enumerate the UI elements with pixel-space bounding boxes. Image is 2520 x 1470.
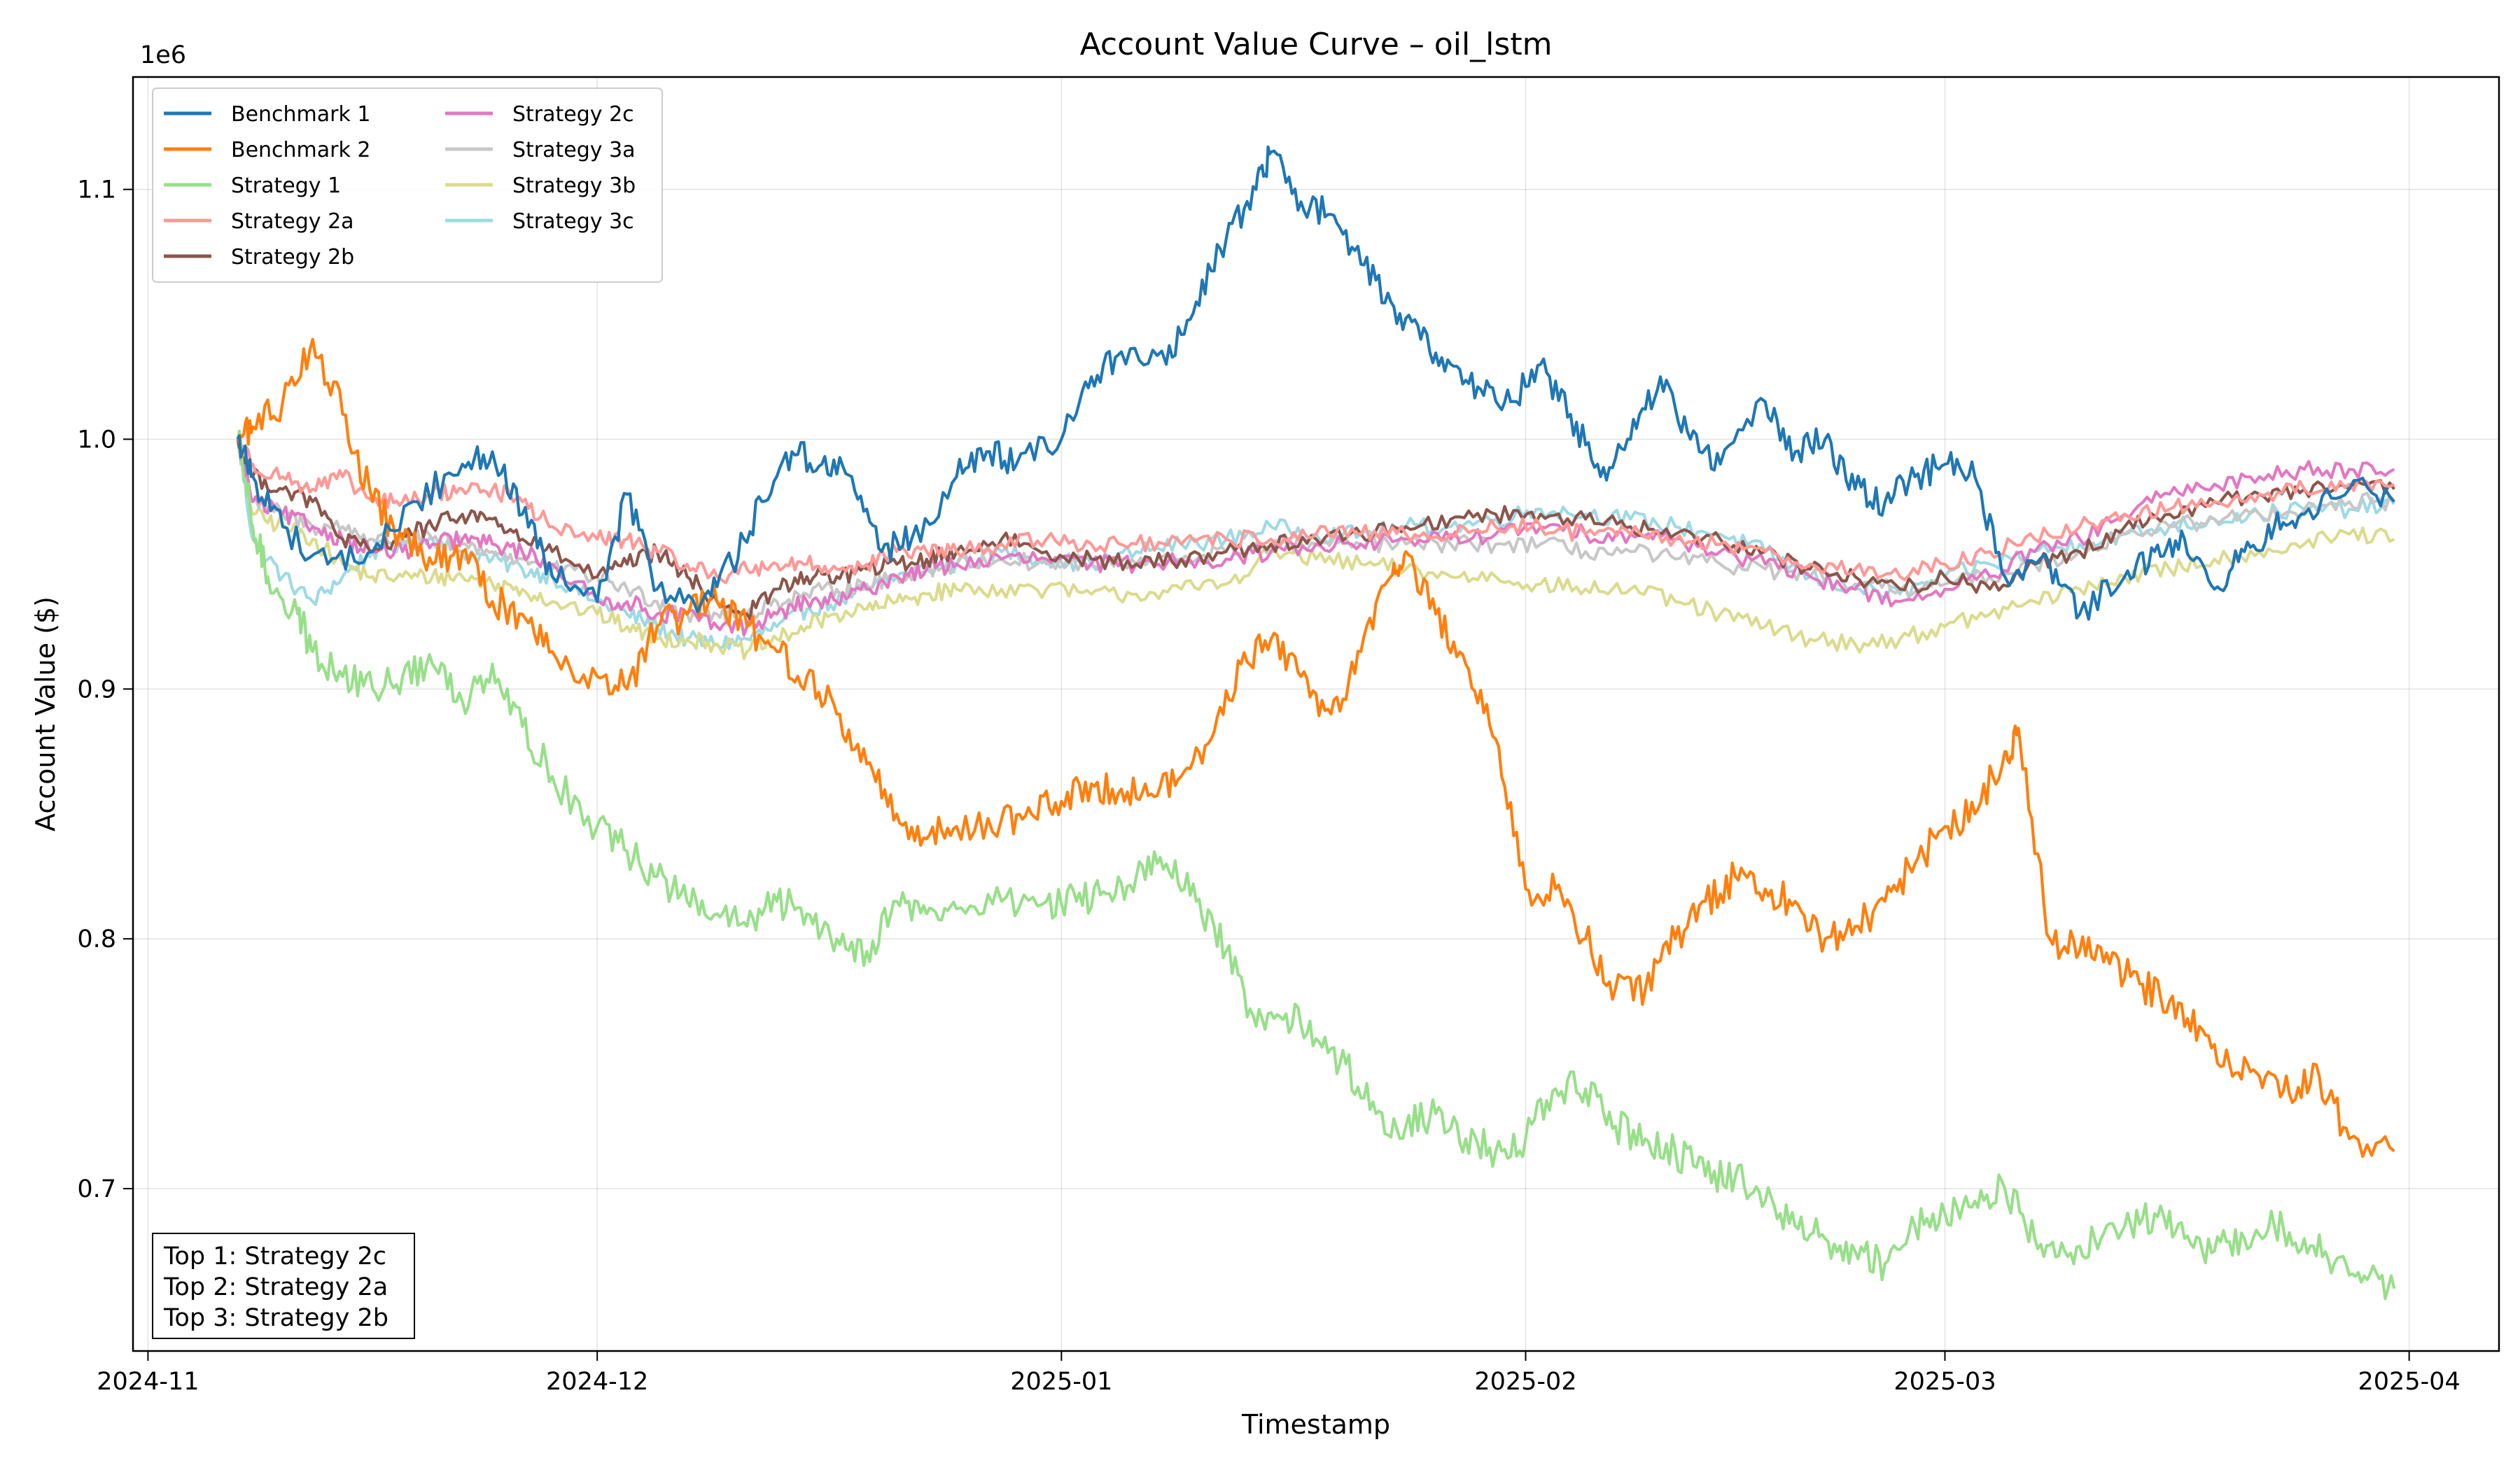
chart-title: Account Value Curve – oil_lstm: [1080, 27, 1553, 62]
legend-label-benchmark-1: Benchmark 1: [231, 102, 371, 127]
x-tick-label: 2025-02: [1474, 1368, 1576, 1396]
top-strategies-line: Top 3: Strategy 2b: [163, 1304, 388, 1332]
y-axis-label: Account Value ($): [30, 596, 61, 832]
series-line-strategy-2b: [236, 439, 2396, 620]
top-strategies-line: Top 1: Strategy 2c: [163, 1242, 386, 1270]
y-axis-ticks: 0.7 0.8 0.9 1.0 1.1: [77, 176, 133, 1203]
series-line-strategy-2a: [237, 438, 2395, 584]
legend: Benchmark 1 Benchmark 2 Strategy 1 Strategy…: [152, 88, 663, 283]
x-tick-label: 2024-11: [97, 1368, 199, 1396]
legend-label-strategy-1: Strategy 1: [231, 174, 341, 198]
x-tick-label: 2025-01: [1010, 1368, 1112, 1396]
x-tick-label: 2024-12: [546, 1368, 648, 1396]
legend-label-benchmark-2: Benchmark 2: [231, 138, 371, 162]
y-tick-label: 1.0: [77, 426, 116, 454]
y-tick-label: 0.8: [77, 925, 116, 953]
x-axis-ticks: 2024-11 2024-12 2025-01 2025-02 2025-03 2025-…: [97, 1351, 2460, 1396]
grid-lines: [133, 77, 2499, 1351]
y-tick-label: 0.9: [77, 676, 116, 704]
y-tick-label: 0.7: [77, 1175, 116, 1203]
x-axis-label: Timestamp: [1241, 1409, 1390, 1440]
series-line-benchmark-2: [236, 337, 2395, 1158]
series-lines: [236, 145, 2396, 1301]
legend-label-strategy-2c: Strategy 2c: [512, 102, 634, 127]
plot-frame: [132, 76, 2500, 1352]
legend-label-strategy-2a: Strategy 2a: [231, 209, 354, 234]
legend-label-strategy-3b: Strategy 3b: [512, 174, 636, 198]
top-strategies-line: Top 2: Strategy 2a: [163, 1273, 388, 1301]
legend-box: [152, 88, 663, 283]
x-tick-label: 2025-04: [2358, 1368, 2460, 1396]
series-line-strategy-1: [236, 429, 2396, 1301]
series-line-strategy-3c: [236, 438, 2395, 650]
top-strategies-note: Top 1: Strategy 2c Top 2: Strategy 2a Top …: [152, 1233, 415, 1339]
top-strategies-box: [152, 1233, 415, 1339]
y-tick-label: 1.1: [77, 176, 116, 204]
legend-label-strategy-3c: Strategy 3c: [512, 209, 634, 234]
x-tick-label: 2025-03: [1893, 1368, 1996, 1396]
series-line-benchmark-1: [236, 145, 2395, 621]
legend-label-strategy-2b: Strategy 2b: [231, 245, 354, 270]
y-axis-multiplier: 1e6: [140, 41, 186, 69]
legend-label-strategy-3a: Strategy 3a: [512, 138, 636, 162]
